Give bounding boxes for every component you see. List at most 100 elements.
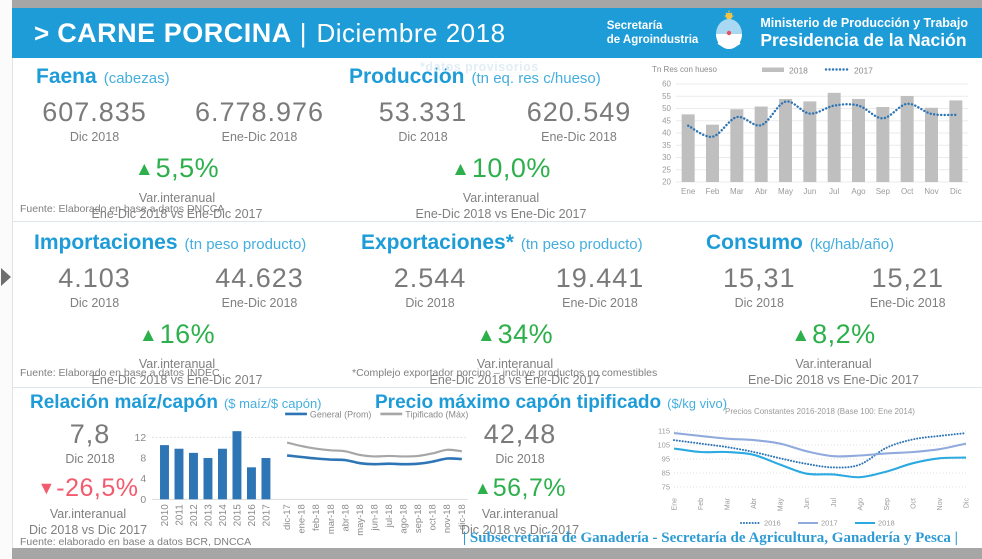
- title-separator: |: [299, 17, 307, 48]
- importaciones-var: 16%: [159, 319, 216, 349]
- svg-text:Mar: Mar: [730, 187, 744, 196]
- svg-text:nov-18: nov-18: [441, 504, 452, 533]
- svg-text:2017: 2017: [854, 66, 873, 76]
- precio-var-block: ▲56,7% Var.interanual Dic 2018 vs Dic 201…: [460, 474, 580, 537]
- svg-text:General (Prom): General (Prom): [310, 409, 372, 419]
- svg-text:dic-17: dic-17: [281, 504, 292, 530]
- svg-text:Ago: Ago: [857, 498, 864, 511]
- svg-text:Ene: Ene: [681, 187, 696, 196]
- exportaciones-ytd-value: 19.441: [555, 263, 645, 293]
- svg-text:2012: 2012: [189, 504, 200, 527]
- produccion-unit: (tn eq. res c/hueso): [471, 70, 601, 87]
- relacion-var-block: ▼-26,5% Var.interanual Dic 2018 vs Dic 20…: [28, 474, 148, 537]
- svg-text:abr-18: abr-18: [339, 504, 350, 531]
- svg-text:95: 95: [662, 455, 670, 464]
- svg-text:12: 12: [135, 433, 147, 444]
- report-period: Diciembre 2018: [316, 17, 506, 48]
- svg-text:50: 50: [662, 104, 671, 113]
- svg-text:ene-18: ene-18: [296, 504, 307, 533]
- slide-nav-arrow-icon[interactable]: [1, 268, 11, 286]
- source-importaciones: Fuente: Elaborado en base a datos INDEC: [20, 367, 220, 379]
- kpi-importaciones: Importaciones (tn peso producto) 4.103 D…: [12, 224, 342, 388]
- kpi-exportaciones: Exportaciones* (tn peso producto) 2.544 …: [345, 224, 685, 388]
- svg-text:Ene: Ene: [672, 498, 679, 511]
- consumo-title: Consumo: [706, 231, 803, 254]
- svg-text:Sep: Sep: [884, 498, 891, 511]
- svg-text:0: 0: [140, 495, 146, 506]
- svg-text:may-18: may-18: [354, 504, 365, 535]
- produccion-title: Producción: [349, 65, 465, 88]
- consumo-month-value: 15,31: [722, 263, 796, 293]
- consumo-var: 8,2%: [812, 319, 876, 349]
- up-arrow-icon: ▲: [138, 325, 158, 346]
- svg-text:Jul: Jul: [829, 187, 839, 196]
- faena-unit: (cabezas): [103, 70, 170, 87]
- relacion-unit: ($ maíz/$ capón): [223, 396, 322, 411]
- svg-text:jun-18: jun-18: [368, 504, 379, 531]
- svg-text:2018: 2018: [789, 66, 808, 76]
- svg-text:Abr: Abr: [751, 497, 758, 509]
- produccion-chart: 20 25 30 35 40 45 50 55 60 Tn Res con hueso Ene Feb…: [650, 60, 976, 217]
- importaciones-month-value: 4.103: [58, 263, 131, 293]
- svg-text:oct-18: oct-18: [427, 504, 438, 530]
- svg-text:Oct: Oct: [901, 187, 914, 196]
- svg-text:Tipificado (Máx): Tipificado (Máx): [405, 409, 468, 419]
- svg-text:Jun: Jun: [803, 187, 816, 196]
- consumo-ytd-value: 15,21: [871, 263, 945, 293]
- title-chevron: >: [34, 17, 50, 48]
- produccion-var: 10,0%: [471, 153, 551, 183]
- up-arrow-icon: ▲: [451, 159, 470, 180]
- page-title: > CARNE PORCINA | Diciembre 2018: [12, 18, 506, 49]
- up-arrow-icon: ▲: [791, 325, 811, 346]
- relacion-title-block: Relación maíz/capón ($ maíz/$ capón): [30, 392, 322, 414]
- svg-text:25: 25: [662, 165, 671, 174]
- footnote-exportaciones: *Complejo exportador porcino – incluye p…: [352, 367, 658, 379]
- exportaciones-title: Exportaciones*: [361, 231, 514, 254]
- precio-title-block: Precio máximo capón tipificado ($/kg viv…: [375, 392, 727, 414]
- relacion-title: Relación maíz/capón: [30, 392, 218, 413]
- svg-text:feb-18: feb-18: [310, 504, 321, 531]
- up-arrow-icon: ▲: [476, 325, 496, 346]
- svg-text:dic-18: dic-18: [456, 504, 467, 530]
- svg-text:sep-18: sep-18: [412, 504, 423, 533]
- exportaciones-month-value: 2.544: [393, 263, 467, 293]
- consumo-unit: (kg/hab/año): [809, 236, 895, 253]
- exportaciones-unit: (tn peso producto): [520, 236, 643, 253]
- header-bar: > CARNE PORCINA | Diciembre 2018 Secreta…: [12, 8, 982, 58]
- svg-text:2014: 2014: [218, 504, 229, 527]
- up-arrow-icon: ▲: [473, 478, 492, 498]
- svg-text:Nov: Nov: [924, 187, 938, 196]
- importaciones-unit: (tn peso producto): [184, 236, 307, 253]
- svg-text:2015: 2015: [232, 504, 243, 527]
- faena-ytd-value: 6.778.976: [194, 97, 325, 127]
- svg-text:2013: 2013: [203, 504, 214, 527]
- svg-text:115: 115: [658, 427, 670, 436]
- exportaciones-var: 34%: [497, 319, 554, 349]
- svg-text:Jul: Jul: [831, 498, 838, 507]
- svg-text:2017: 2017: [821, 519, 838, 528]
- svg-text:May: May: [778, 498, 785, 512]
- report-title: CARNE PORCINA: [57, 17, 292, 48]
- faena-month-value: 607.835: [42, 97, 147, 127]
- up-arrow-icon: ▲: [134, 159, 154, 180]
- ministry-label: Ministerio de Producción y Trabajo Presi…: [760, 16, 968, 50]
- row-divider: [12, 221, 982, 222]
- svg-text:Dic: Dic: [950, 187, 962, 196]
- svg-text:Feb: Feb: [706, 187, 720, 196]
- precio-title: Precio máximo capón tipificado: [375, 392, 662, 413]
- svg-text:45: 45: [662, 116, 671, 125]
- precio-value-block: 42,48 Dic 2018: [440, 420, 600, 467]
- svg-text:jul-18: jul-18: [383, 504, 394, 528]
- secretaria-label: Secretaría de Agroindustria: [606, 20, 699, 46]
- faena-title: Faena: [36, 65, 97, 88]
- relacion-chart: 0 4 8 12 2010 2011 2012 2013 2014 2015 2016 2017 dic…: [126, 406, 474, 548]
- svg-text:40: 40: [662, 129, 671, 138]
- kpi-consumo: Consumo (kg/hab/año) 15,31 Dic 2018 15,2…: [685, 224, 982, 388]
- svg-text:mar-18: mar-18: [325, 504, 336, 534]
- svg-text:2018: 2018: [878, 519, 895, 528]
- footer-subsecretaria: | Subsecretaría de Ganadería - Secretarí…: [462, 530, 958, 546]
- down-arrow-icon: ▼: [37, 478, 56, 498]
- svg-text:Ago: Ago: [851, 187, 866, 196]
- svg-text:2010: 2010: [160, 504, 171, 527]
